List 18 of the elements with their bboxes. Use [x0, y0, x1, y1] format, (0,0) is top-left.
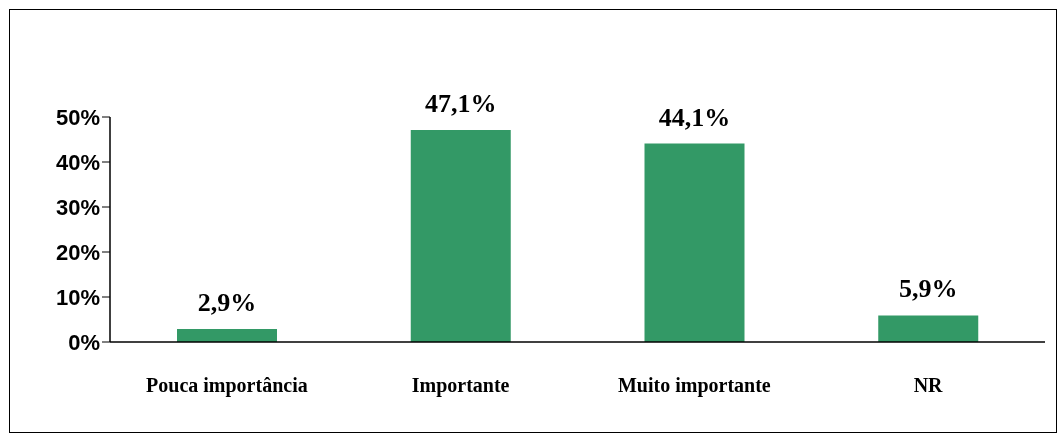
x-tick-label: Pouca importância: [146, 374, 308, 398]
data-label: 47,1%: [425, 89, 497, 119]
x-tick-label: NR: [913, 374, 944, 397]
bar: [410, 130, 511, 342]
y-tick-label: 20%: [55, 239, 100, 265]
data-label: 2,9%: [197, 287, 257, 317]
y-tick-label: 30%: [55, 194, 100, 220]
y-tick-label: 0%: [68, 329, 100, 355]
bar: [878, 315, 979, 342]
x-tick-label: Importante: [411, 374, 510, 398]
bar: [177, 328, 277, 342]
x-tick-label: Muito importante: [617, 374, 771, 398]
data-label: 44,1%: [658, 102, 731, 132]
bar: [644, 143, 745, 342]
y-tick-label: 10%: [55, 284, 100, 310]
y-tick-label: 40%: [55, 149, 100, 175]
data-label: 5,9%: [899, 274, 958, 304]
y-tick-label: 50%: [55, 104, 100, 130]
